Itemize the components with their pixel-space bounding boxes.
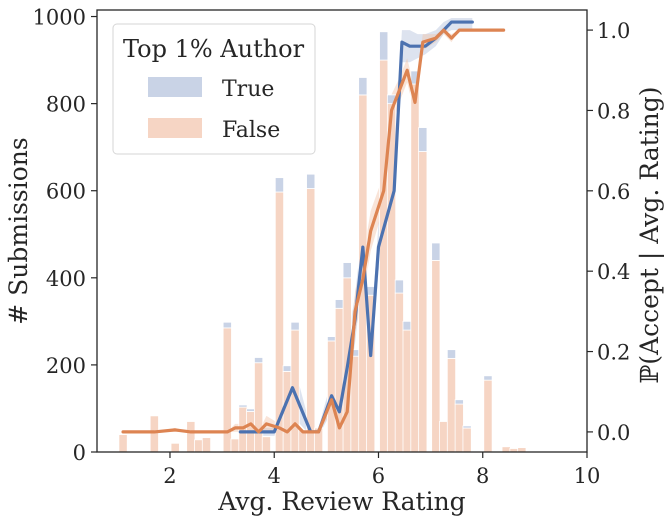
bar-false-36 bbox=[501, 446, 511, 453]
bar-true-22 bbox=[358, 77, 368, 96]
bar-false-0 bbox=[118, 434, 128, 453]
bar-false-31 bbox=[439, 421, 449, 453]
y-right-tick-label-1: 0.2 bbox=[597, 341, 630, 365]
plot-frame bbox=[96, 9, 588, 453]
bar-true-24 bbox=[379, 31, 389, 61]
legend: Top 1% Author True False bbox=[112, 23, 316, 155]
bar-true-34 bbox=[462, 425, 472, 429]
bar-false-5 bbox=[201, 437, 212, 453]
bar-true-27 bbox=[402, 320, 412, 331]
bar-true-14 bbox=[290, 321, 300, 331]
bar-true-6 bbox=[222, 321, 232, 329]
bar-true-20 bbox=[342, 262, 352, 279]
bar-false-28 bbox=[410, 83, 420, 453]
y-right-tick-label-3: 0.6 bbox=[597, 180, 630, 204]
bar-false-7 bbox=[230, 438, 240, 453]
bar-true-13 bbox=[282, 365, 292, 372]
bar-false-10 bbox=[254, 362, 264, 453]
legend-swatch-true bbox=[148, 77, 202, 97]
bar-false-19 bbox=[334, 307, 344, 453]
bar-false-11 bbox=[261, 436, 271, 453]
bar-true-26 bbox=[394, 279, 404, 294]
bar-true-16 bbox=[306, 173, 316, 189]
y-left-tick-label-5: 1000 bbox=[33, 6, 86, 30]
bar-true-32 bbox=[446, 349, 457, 359]
x-tick-label-1: 4 bbox=[268, 464, 281, 488]
bar-false-2 bbox=[170, 442, 180, 453]
bar-true-18 bbox=[327, 336, 337, 342]
bar-true-19 bbox=[334, 299, 344, 309]
bar-false-38 bbox=[517, 447, 527, 453]
bar-false-29 bbox=[418, 151, 428, 453]
y-axis-right-label: ℙ(Accept | Avg. Rating) bbox=[635, 86, 665, 383]
bar-false-3 bbox=[186, 421, 196, 453]
bar-false-26 bbox=[394, 292, 404, 453]
legend-label-true: True bbox=[222, 77, 274, 102]
bar-true-9 bbox=[246, 408, 256, 412]
y-right-tick-label-5: 1.0 bbox=[597, 19, 630, 43]
y-right-tick-label-2: 0.4 bbox=[597, 260, 630, 284]
bar-false-33 bbox=[454, 403, 464, 453]
y-left-tick-label-4: 800 bbox=[46, 93, 86, 117]
y-right-tick-label-4: 0.8 bbox=[597, 99, 630, 123]
bar-true-30 bbox=[431, 242, 441, 261]
x-tick-label-2: 6 bbox=[372, 464, 385, 488]
y-axis-left-label: # Submissions bbox=[4, 137, 33, 324]
bar-false-32 bbox=[446, 357, 457, 453]
legend-title: Top 1% Author bbox=[123, 35, 305, 63]
y-left-tick-label-2: 400 bbox=[46, 267, 86, 291]
bar-false-30 bbox=[431, 259, 441, 453]
bar-false-1 bbox=[149, 415, 159, 453]
bar-true-33 bbox=[454, 399, 464, 405]
axis-ticks: 2 4 6 8 10 0 200 400 600 800 1000 0.0 0.2 0.4 0.6 0.8 1.… bbox=[33, 6, 631, 488]
bar-false-8 bbox=[238, 406, 248, 453]
y-left-tick-label-0: 0 bbox=[73, 441, 86, 465]
bar-false-35 bbox=[483, 379, 493, 453]
y-right-tick-label-0: 0.0 bbox=[597, 421, 630, 445]
bar-false-4 bbox=[194, 439, 204, 453]
bar-true-10 bbox=[254, 357, 264, 364]
line-false bbox=[121, 28, 506, 434]
y-left-tick-label-1: 200 bbox=[46, 354, 86, 378]
bar-true-8 bbox=[238, 404, 248, 408]
bar-series bbox=[118, 31, 527, 453]
bar-false-21 bbox=[350, 355, 360, 453]
bar-false-24 bbox=[379, 59, 389, 453]
x-axis-label: Avg. Review Rating bbox=[217, 487, 465, 516]
bar-false-16 bbox=[306, 188, 316, 453]
y-left-tick-label-3: 600 bbox=[46, 180, 86, 204]
x-tick-label-3: 8 bbox=[476, 464, 489, 488]
x-tick-label-0: 2 bbox=[163, 464, 176, 488]
bar-false-27 bbox=[402, 329, 412, 453]
bar-false-34 bbox=[462, 427, 472, 453]
bar-true-29 bbox=[418, 127, 428, 152]
legend-label-false: False bbox=[222, 118, 280, 143]
bar-true-35 bbox=[483, 375, 493, 381]
bar-false-13 bbox=[282, 371, 292, 453]
bar-true-12 bbox=[274, 177, 285, 193]
x-tick-label-4: 10 bbox=[574, 464, 601, 488]
line-series bbox=[121, 20, 506, 434]
legend-swatch-false bbox=[148, 118, 202, 138]
